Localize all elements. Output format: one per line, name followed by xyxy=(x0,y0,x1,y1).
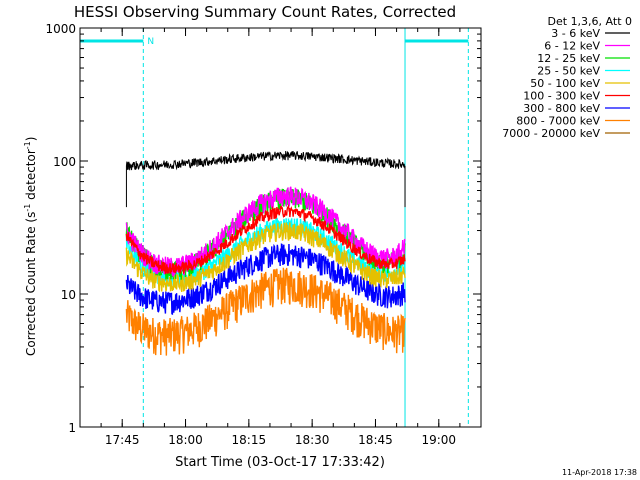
series-line-7 xyxy=(125,267,406,356)
y-axis-label: Corrected Count Rate (s-1 detector-1) xyxy=(23,137,38,356)
series-line-0 xyxy=(125,150,406,171)
x-axis: 17:45 18:00 18:15 18:30 18:45 19:00 xyxy=(79,28,482,447)
y-tick-label-3: 1000 xyxy=(45,22,76,36)
night-label: N xyxy=(147,37,154,47)
legend-label-7: 800 - 7000 keV xyxy=(516,115,600,128)
legend-label-0: 3 - 6 keV xyxy=(551,27,600,40)
y-axis-label-end: ) xyxy=(24,137,38,142)
series-line-6 xyxy=(125,243,406,316)
y-tick-label-0: 1 xyxy=(68,421,76,435)
x-tick-label-0: 17:45 xyxy=(105,433,140,447)
legend-header: Det 1,3,6, Att 0 xyxy=(548,15,632,28)
x-tick-label-5: 19:00 xyxy=(421,433,456,447)
legend-label-3: 25 - 50 keV xyxy=(537,65,600,78)
plot-frame xyxy=(79,27,482,428)
chart-title: HESSI Observing Summary Count Rates, Cor… xyxy=(74,3,456,21)
series-line-5 xyxy=(125,203,406,275)
y-axis: 1 10 100 1000 xyxy=(45,22,481,435)
y-tick-label-2: 100 xyxy=(53,155,76,169)
y-axis-label-main: Corrected Count Rate (s xyxy=(24,212,38,356)
legend-label-8: 7000 - 20000 keV xyxy=(502,127,600,140)
x-tick-label-1: 18:00 xyxy=(168,433,203,447)
x-tick-label-2: 18:15 xyxy=(232,433,267,447)
x-tick-label-3: 18:30 xyxy=(295,433,330,447)
legend-label-1: 6 - 12 keV xyxy=(544,40,600,53)
x-axis-label: Start Time (03-Oct-17 17:33:42) xyxy=(175,455,385,470)
legend-label-4: 50 - 100 keV xyxy=(530,77,600,90)
y-tick-label-1: 10 xyxy=(61,288,76,302)
y-axis-label-sup2: -1 xyxy=(23,141,32,149)
series-line-4 xyxy=(125,222,406,293)
legend-label-2: 12 - 25 keV xyxy=(537,52,600,65)
y-axis-label-mid: detector xyxy=(24,149,38,204)
legend-label-5: 100 - 300 keV xyxy=(523,90,600,103)
y-axis-label-sup1: -1 xyxy=(23,204,32,212)
x-tick-label-4: 18:45 xyxy=(358,433,393,447)
legend-label-6: 300 - 800 keV xyxy=(523,102,600,115)
footer-date: 11-Apr-2018 17:38 xyxy=(562,468,637,477)
